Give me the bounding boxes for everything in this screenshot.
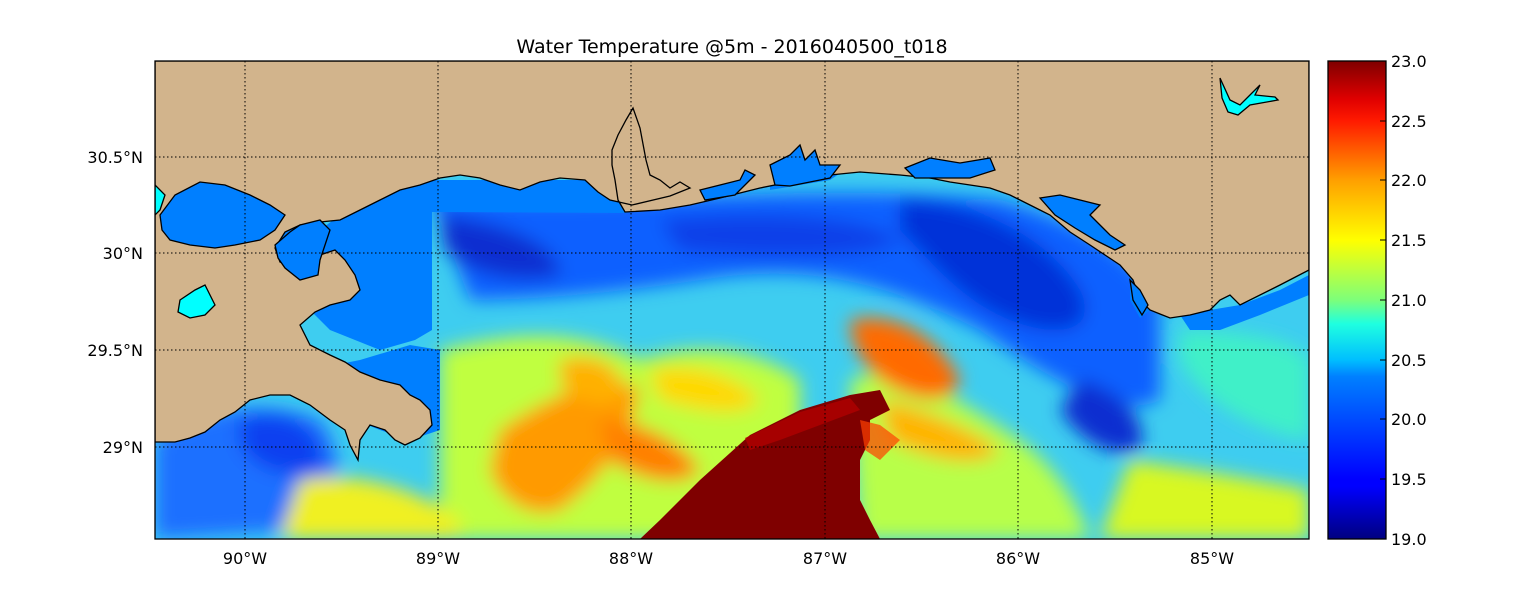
lon-label-85w: 85°W: [1190, 549, 1234, 568]
lon-label-88w: 88°W: [609, 549, 653, 568]
plot-frame: [154, 60, 1310, 540]
colorbar-tick-label: 21.0: [1391, 291, 1427, 310]
plot-area: [155, 61, 1309, 539]
lon-label-90w: 90°W: [223, 549, 267, 568]
lat-label-30-5n: 30.5°N: [87, 148, 143, 167]
longitude-labels: 90°W 89°W 88°W 87°W 86°W 85°W: [223, 549, 1234, 568]
colorbar-tick-label: 19.5: [1391, 470, 1427, 489]
colorbar-tick-label: 23.0: [1391, 52, 1427, 71]
lat-label-29n: 29°N: [103, 438, 143, 457]
colorbar-gradient: [1327, 60, 1387, 540]
colorbar-tick-label: 19.0: [1391, 530, 1427, 549]
lon-label-89w: 89°W: [416, 549, 460, 568]
lon-label-86w: 86°W: [996, 549, 1040, 568]
colorbar-tick-label: 22.5: [1391, 112, 1427, 131]
colorbar-tick-label: 22.0: [1391, 171, 1427, 190]
lon-label-87w: 87°W: [803, 549, 847, 568]
colorbar-tick-label: 20.0: [1391, 410, 1427, 429]
latitude-labels: 30.5°N 30°N 29.5°N 29°N: [87, 148, 143, 457]
colorbar-tick-label: 20.5: [1391, 351, 1427, 370]
lat-label-30n: 30°N: [103, 244, 143, 263]
lat-label-29-5n: 29.5°N: [87, 341, 143, 360]
map-title: Water Temperature @5m - 2016040500_t018: [516, 36, 948, 58]
land-mass: [155, 61, 1309, 463]
colorbar: 23.0 22.5 22.0 21.5 21.0 20.5 20.0 19.5 …: [1327, 52, 1427, 549]
grid-lines: [155, 61, 1309, 539]
colorbar-tick-label: 21.5: [1391, 231, 1427, 250]
